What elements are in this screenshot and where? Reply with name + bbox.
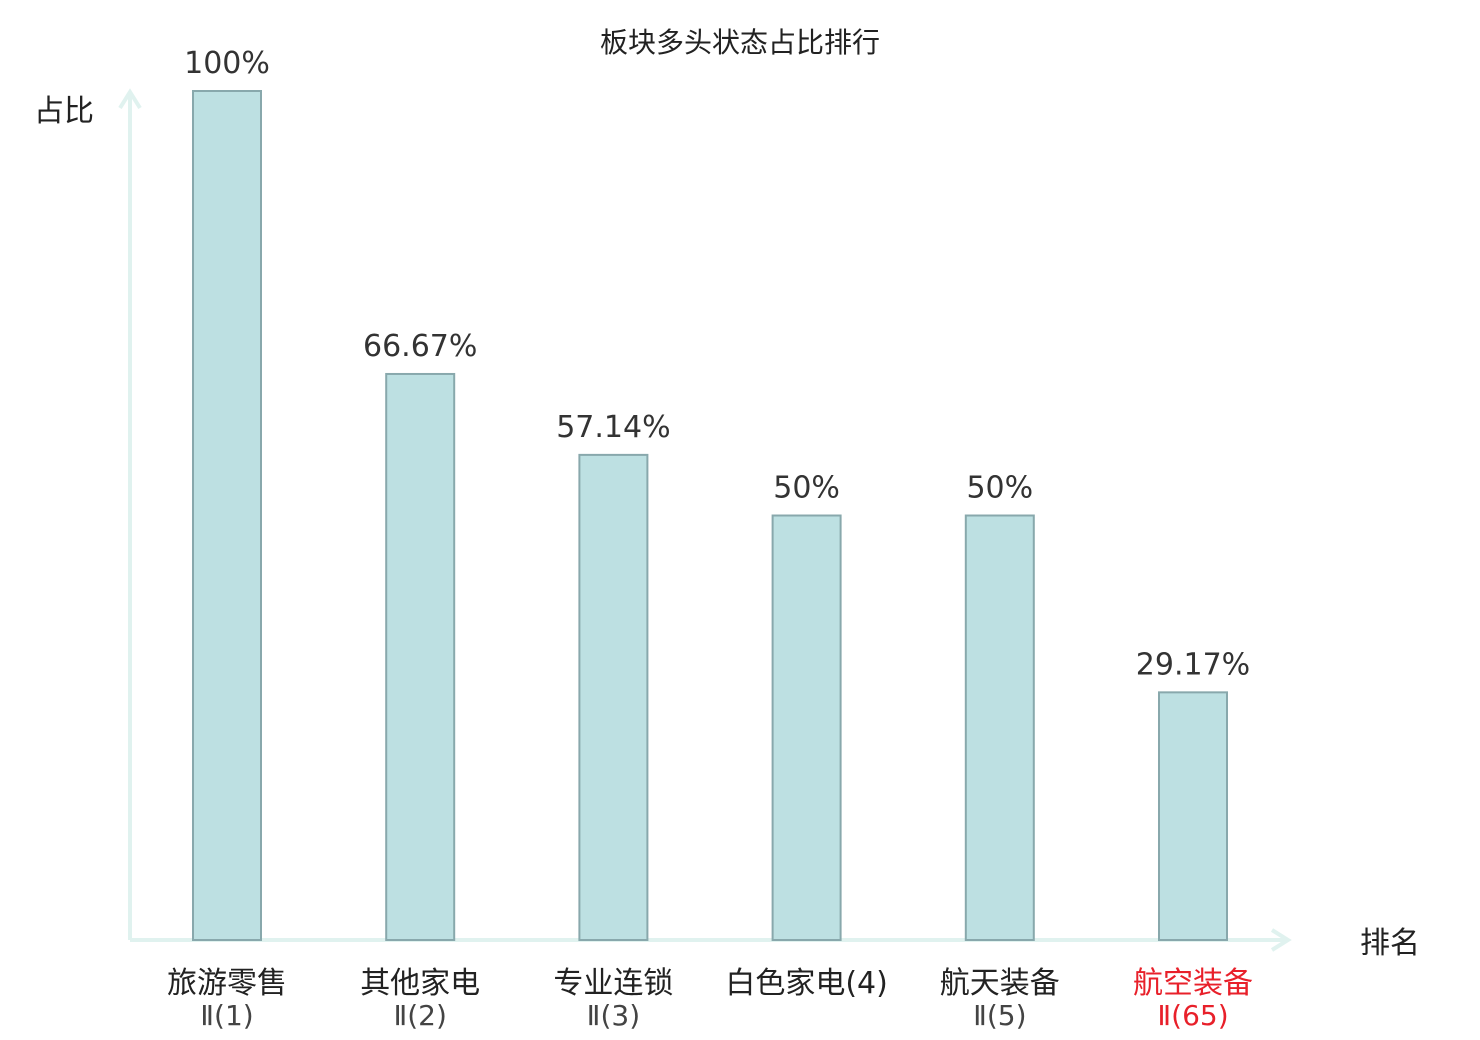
- y-axis-arrow: [118, 88, 142, 110]
- bar-value-label: 29.17%: [1136, 647, 1250, 682]
- category-rank-label: Ⅱ(3): [587, 999, 640, 1032]
- bar: [192, 90, 262, 941]
- bar-value-label: 50%: [966, 471, 1033, 506]
- bar-value-label: 66.67%: [363, 329, 477, 364]
- bar-value-label: 57.14%: [556, 410, 670, 445]
- category-label: 专业连锁: [553, 966, 673, 1001]
- category-label: 旅游零售: [167, 966, 287, 1001]
- y-axis-label: 占比: [34, 94, 94, 129]
- bars-group: [192, 90, 1228, 942]
- x-axis-label: 排名: [1360, 926, 1420, 961]
- bar: [385, 372, 456, 942]
- category-label: 航天装备: [940, 966, 1060, 1001]
- bar: [964, 514, 1035, 941]
- category-rank-label: Ⅱ(65): [1157, 999, 1228, 1032]
- x-axis: [130, 928, 1292, 952]
- bar-value-label: 50%: [773, 471, 840, 506]
- category-rank-label: Ⅱ(5): [973, 999, 1026, 1032]
- y-axis: [118, 88, 142, 940]
- chart-title: 板块多头状态占比排行: [600, 26, 880, 59]
- category-rank-label: Ⅱ(1): [200, 999, 253, 1032]
- bar: [771, 514, 842, 941]
- bar: [578, 453, 649, 941]
- category-label: 白色家电(4): [725, 966, 888, 1001]
- category-label: 航空装备: [1133, 966, 1253, 1001]
- bar-value-label: 100%: [184, 46, 270, 81]
- x-axis-arrow: [1270, 928, 1292, 952]
- category-label: 其他家电: [360, 966, 480, 1001]
- value-labels-group: 100% 66.67% 57.14% 50% 50% 29.17%: [184, 46, 1250, 682]
- category-rank-label: Ⅱ(2): [393, 999, 446, 1032]
- bar: [1158, 691, 1228, 941]
